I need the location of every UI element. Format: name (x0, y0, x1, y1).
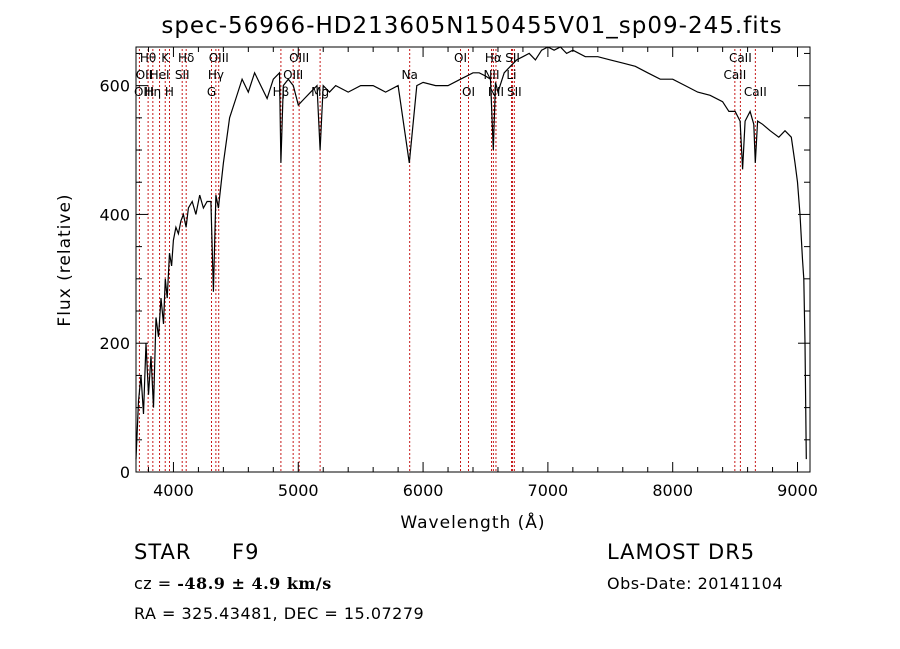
line-marker-label: OI (462, 85, 475, 99)
y-tick-label: 400 (99, 205, 130, 224)
y-axis-label: Flux (relative) (55, 193, 75, 326)
x-tick-label: 9000 (777, 481, 818, 500)
y-tick-label: 0 (120, 463, 130, 482)
survey-name: LAMOST DR5 (607, 540, 756, 564)
y-axis: 0 200 400 600 (99, 52, 810, 482)
line-marker-label: OII (136, 68, 153, 82)
line-marker-label: Hθ (140, 51, 156, 65)
x-tick-label: 5000 (278, 481, 319, 500)
line-marker-label: CaII (744, 85, 767, 99)
line-marker-label: OIII (283, 68, 303, 82)
spectrum-line (135, 46, 807, 460)
line-marker-label: NII (488, 85, 504, 99)
line-marker-label: SII (505, 51, 520, 65)
line-marker-label: SII (175, 68, 190, 82)
line-marker-label: Hα (485, 51, 502, 65)
line-marker-label: K (161, 51, 170, 65)
line-marker-label: H (165, 85, 174, 99)
redshift-line: cz = -48.9 ± 4.9 km/s (134, 574, 332, 593)
observation-date: Obs-Date: 20141104 (607, 574, 784, 593)
line-marker-label: OIII (209, 51, 229, 65)
line-marker-label: NII (483, 68, 499, 82)
line-marker-label: OIII (289, 51, 309, 65)
x-axis-label: Wavelength (Å) (400, 511, 545, 533)
line-marker-label: OI (454, 51, 467, 65)
line-marker-label: OIII (134, 85, 154, 99)
y-tick-label: 200 (99, 334, 130, 353)
cz-value: -48.9 ± 4.9 km/s (177, 574, 332, 593)
object-class: STAR (134, 540, 192, 564)
x-tick-label: 8000 (652, 481, 693, 500)
line-marker-label: SII (507, 85, 522, 99)
x-axis: 4000 5000 6000 7000 8000 9000 (147, 47, 818, 500)
line-marker-label: CaII (723, 68, 746, 82)
cz-label: cz = (134, 574, 178, 593)
chart-title: spec-56966-HD213605N150455V01_sp09-245.f… (161, 13, 782, 39)
line-markers (135, 49, 756, 472)
line-marker-label: G (207, 85, 216, 99)
line-marker-label: Hβ (273, 85, 290, 99)
line-marker-label: Na (402, 68, 418, 82)
line-marker-label: Hγ (208, 68, 224, 82)
line-marker-label: Li (506, 68, 516, 82)
plot-frame (135, 46, 811, 473)
line-marker-label: CaII (729, 51, 752, 65)
line-marker-label: Hη (145, 85, 162, 99)
line-marker-label: Mg (311, 85, 329, 99)
line-marker-label: HeI (150, 68, 170, 82)
x-tick-label: 7000 (528, 481, 569, 500)
y-tick-label: 600 (99, 77, 130, 96)
x-tick-label: 6000 (403, 481, 444, 500)
spectral-subclass: F9 (232, 540, 260, 564)
line-marker-label: Hδ (178, 51, 194, 65)
x-tick-label: 4000 (153, 481, 194, 500)
coordinates: RA = 325.43481, DEC = 15.07279 (134, 604, 425, 623)
